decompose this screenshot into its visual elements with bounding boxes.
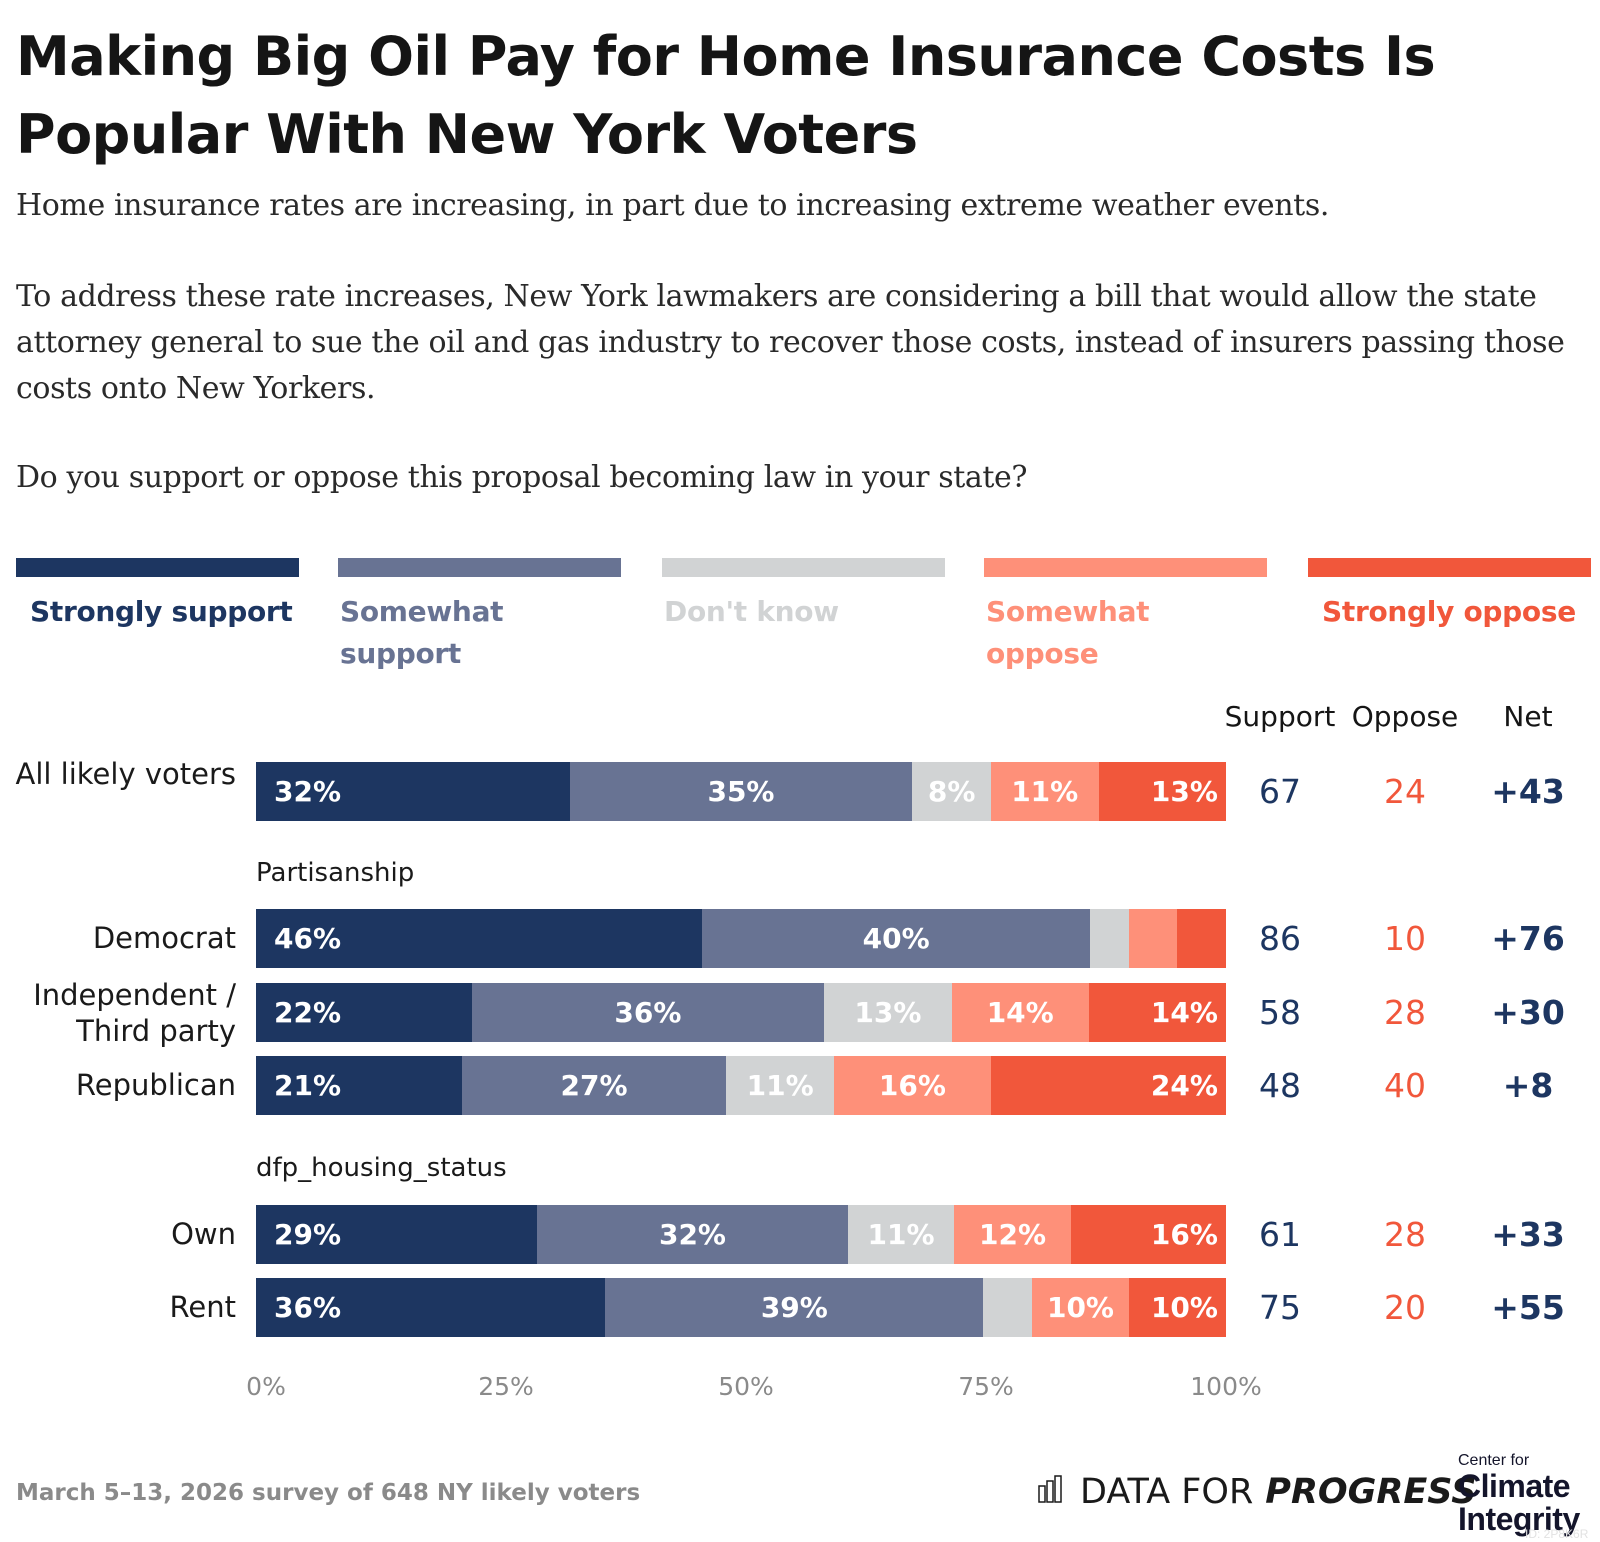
bar-segment-strongly-oppose: 10% (1128, 1278, 1226, 1337)
bar-segment-somewhat-oppose: 10% (1031, 1278, 1129, 1337)
bar-segment-somewhat-oppose: 16% (834, 1056, 991, 1115)
bar-segment-strongly-support: 36% (256, 1278, 606, 1337)
bar-segment-somewhat-support: 40% (702, 909, 1091, 968)
support-value: 86 (1259, 919, 1301, 958)
image-id-watermark: ID: 2P8K6R (1525, 1527, 1589, 1541)
support-value: 61 (1259, 1215, 1301, 1254)
bar-segment-strongly-support: 21% (256, 1056, 462, 1115)
net-value: +30 (1491, 993, 1565, 1032)
cci-logo-small: Center for (1458, 1452, 1530, 1469)
row-label: Own (171, 1217, 236, 1251)
dfp-logo-text-light: DATA FOR (1080, 1472, 1254, 1512)
legend-swatch (338, 558, 621, 577)
column-header-support: Support (1224, 700, 1336, 733)
legend-item-somewhat-oppose: Somewhat oppose (984, 558, 1267, 675)
legend-swatch (984, 558, 1267, 577)
support-value: 67 (1259, 772, 1301, 811)
oppose-value: 28 (1384, 993, 1426, 1032)
bar-segment-dont-know (1090, 909, 1129, 968)
legend-item-strongly-oppose: Strongly oppose (1308, 558, 1591, 633)
net-value: +76 (1491, 919, 1565, 958)
bar-chart-icon (1038, 1472, 1068, 1512)
stacked-bar: 32% 35% 8% 11% 13% (256, 762, 1226, 821)
bar-segment-strongly-support: 22% (256, 983, 472, 1042)
bar-segment-dont-know (983, 1278, 1032, 1337)
legend-item-strongly-support: Strongly support (16, 558, 299, 633)
bar-segment-strongly-support: 46% (256, 909, 703, 968)
stacked-bar: 36% 39% 10% 10% (256, 1278, 1226, 1337)
net-value: +33 (1491, 1215, 1565, 1254)
bar-segment-somewhat-support: 32% (537, 1205, 848, 1264)
bar-segment-somewhat-oppose: 12% (954, 1205, 1071, 1264)
intro-paragraph: Home insurance rates are increasing, in … (16, 188, 1329, 223)
row-label: Rent (169, 1290, 236, 1324)
oppose-value: 40 (1384, 1066, 1426, 1105)
support-value: 48 (1259, 1066, 1301, 1105)
group-label: dfp_housing_status (256, 1153, 507, 1183)
stacked-bar: 46% 40% (256, 909, 1226, 968)
bar-segment-dont-know: 13% (824, 983, 952, 1042)
bar-segment-dont-know: 11% (726, 1056, 835, 1115)
legend-label: Strongly oppose (1322, 595, 1576, 628)
bar-segment-strongly-oppose (1177, 909, 1226, 968)
legend-swatch (1308, 558, 1591, 577)
survey-note: March 5–13, 2026 survey of 648 NY likely… (16, 1480, 641, 1506)
oppose-value: 28 (1384, 1215, 1426, 1254)
x-tick-label: 0% (246, 1372, 286, 1401)
row-label: All likely voters (15, 757, 236, 791)
legend-label: Somewhat oppose (986, 595, 1150, 670)
support-value: 75 (1259, 1288, 1301, 1327)
bar-segment-dont-know: 11% (847, 1205, 955, 1264)
question-text: Do you support or oppose this proposal b… (16, 460, 1028, 495)
legend-item-dont-know: Don't know (662, 558, 945, 633)
net-value: +8 (1502, 1066, 1554, 1105)
bar-segment-strongly-oppose: 24% (990, 1056, 1226, 1115)
bar-segment-somewhat-support: 35% (569, 762, 913, 821)
stacked-bar: 21% 27% 11% 16% 24% (256, 1056, 1226, 1115)
x-tick-label: 100% (1190, 1372, 1262, 1401)
oppose-value: 10 (1384, 919, 1426, 958)
data-for-progress-logo: DATA FOR PROGRESS (1038, 1472, 1476, 1512)
x-tick-label: 75% (958, 1372, 1014, 1401)
bar-segment-strongly-oppose: 13% (1098, 762, 1226, 821)
legend-label: Strongly support (30, 595, 293, 628)
bar-segment-strongly-support: 29% (256, 1205, 538, 1264)
column-header-net: Net (1503, 700, 1553, 733)
bar-segment-strongly-oppose: 14% (1088, 983, 1226, 1042)
oppose-value: 20 (1384, 1288, 1426, 1327)
row-label: Democrat (92, 921, 236, 955)
bar-segment-dont-know: 8% (912, 762, 991, 821)
bar-segment-somewhat-oppose: 11% (990, 762, 1099, 821)
oppose-value: 24 (1384, 772, 1426, 811)
legend-swatch (16, 558, 299, 577)
cci-logo-line1: Climate (1458, 1468, 1571, 1504)
legend-label: Don't know (664, 595, 839, 628)
x-tick-label: 25% (478, 1372, 534, 1401)
x-tick-label: 50% (718, 1372, 774, 1401)
cci-logo-line2: Integrity (1458, 1501, 1580, 1537)
legend-swatch (662, 558, 945, 577)
bar-segment-strongly-support: 32% (256, 762, 570, 821)
center-for-climate-integrity-logo: Center for Climate Integrity (1458, 1452, 1580, 1536)
group-label: Partisanship (256, 858, 415, 888)
net-value: +43 (1491, 772, 1565, 811)
stacked-bar: 29% 32% 11% 12% 16% (256, 1205, 1226, 1264)
bar-segment-somewhat-support: 36% (471, 983, 825, 1042)
bar-segment-somewhat-oppose (1128, 909, 1178, 968)
row-label: Republican (75, 1068, 236, 1102)
bar-segment-strongly-oppose: 16% (1070, 1205, 1226, 1264)
legend-item-somewhat-support: Somewhat support (338, 558, 621, 675)
column-header-oppose: Oppose (1351, 700, 1459, 733)
context-paragraph: To address these rate increases, New Yor… (16, 279, 1565, 406)
chart-title: Making Big Oil Pay for Home Insurance Co… (16, 25, 1436, 166)
net-value: +55 (1491, 1288, 1565, 1327)
stacked-bar: 22% 36% 13% 14% 14% (256, 983, 1226, 1042)
support-value: 58 (1259, 993, 1301, 1032)
bar-segment-somewhat-support: 27% (461, 1056, 727, 1115)
legend-label: Somewhat support (340, 595, 504, 670)
dfp-logo-text-bold: PROGRESS (1265, 1472, 1477, 1512)
bar-segment-somewhat-oppose: 14% (951, 983, 1089, 1042)
row-label: Independent / Third party (33, 978, 236, 1048)
bar-segment-somewhat-support: 39% (605, 1278, 984, 1337)
